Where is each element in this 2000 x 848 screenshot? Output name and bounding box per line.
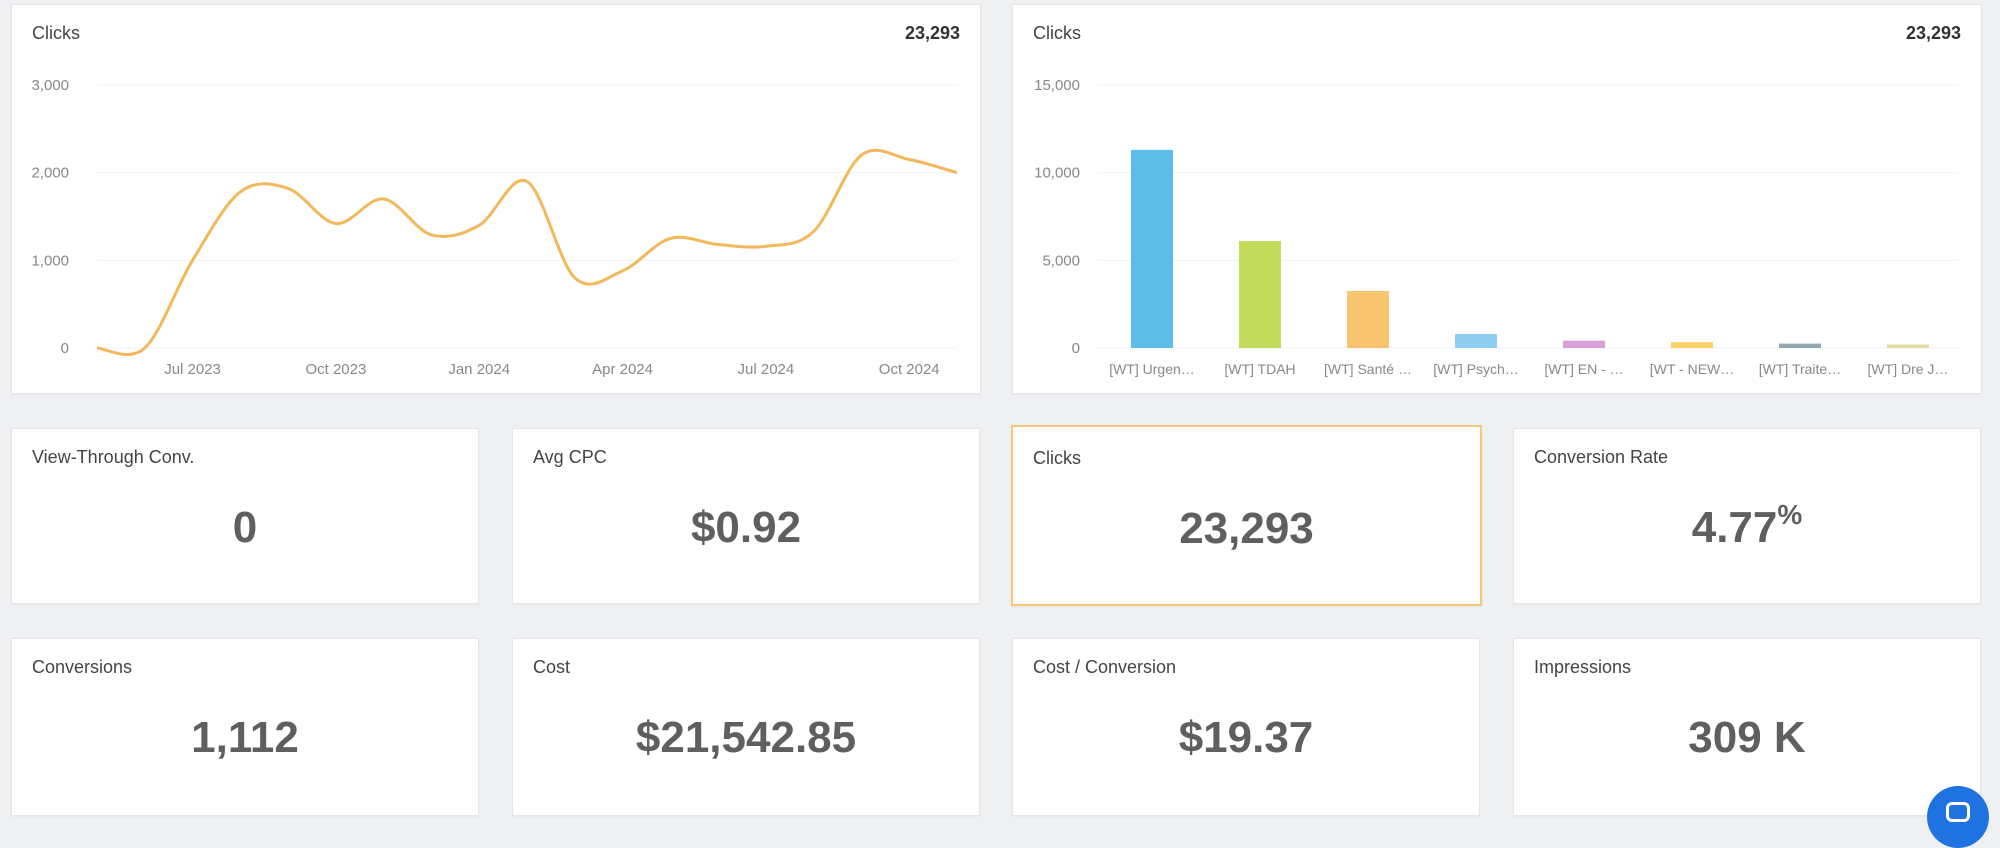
metric-card-impressions[interactable]: Impressions 309 K bbox=[1513, 638, 1981, 816]
bar-chart-y-tick: 10,000 bbox=[1034, 165, 1080, 182]
metric-value: $21,542.85 bbox=[635, 713, 857, 762]
metric-card-conversions[interactable]: Conversions 1,112 bbox=[11, 638, 479, 816]
bar-chart-bar bbox=[1455, 333, 1497, 348]
bar-chart-x-tick: [WT - NEW… bbox=[1650, 361, 1735, 377]
bar-chart-y-tick: 5,000 bbox=[1042, 252, 1080, 269]
bar-chart-bar bbox=[1563, 340, 1605, 348]
metric-card-cost-per-conversion[interactable]: Cost / Conversion $19.37 bbox=[1012, 638, 1480, 816]
line-chart-x-tick: Oct 2024 bbox=[879, 361, 940, 378]
bar-chart-y-tick: 0 bbox=[1072, 340, 1080, 357]
line-chart-x-tick: Jul 2023 bbox=[164, 361, 221, 378]
chat-launcher-button[interactable] bbox=[1927, 786, 1989, 848]
bar-chart-x-tick: [WT] Dre J… bbox=[1868, 361, 1949, 377]
metric-card-conversion-rate[interactable]: Conversion Rate 4.77% bbox=[1513, 428, 1981, 604]
metric-value: $19.37 bbox=[1178, 713, 1314, 762]
line-chart-x-tick: Jul 2024 bbox=[738, 361, 795, 378]
line-chart-y-tick: 2,000 bbox=[31, 165, 69, 182]
bar-chart-bar bbox=[1131, 149, 1173, 348]
metric-value: $0.92 bbox=[690, 503, 802, 552]
bar-chart-x-tick: [WT] EN - … bbox=[1544, 361, 1623, 377]
bar-chart-y-tick: 15,000 bbox=[1034, 77, 1080, 94]
metric-value: 0 bbox=[232, 503, 258, 552]
bar-chart-bar bbox=[1779, 343, 1821, 348]
line-chart-total: 23,293 bbox=[904, 23, 960, 43]
metric-value: 1,112 bbox=[191, 713, 299, 762]
line-chart-y-tick: 1,000 bbox=[31, 252, 69, 269]
line-chart: 0 1,000 2,000 3,000 Jul 2023 Oct 2023 Jan 2024… bbox=[31, 77, 958, 378]
metric-label: Impressions bbox=[1534, 657, 1632, 677]
metric-value: 4.77% bbox=[1514, 499, 1980, 553]
bar-chart: 0 5,000 10,000 15,000 [WT] Urgen… [WT] TDAH [W… bbox=[1034, 77, 1958, 377]
bar-chart-x-tick: [WT] TDAH bbox=[1224, 361, 1295, 377]
bar-chart-bar bbox=[1239, 241, 1281, 348]
bar-chart-title: Clicks bbox=[1033, 23, 1081, 43]
metric-value-number: 4.77 bbox=[1691, 503, 1778, 552]
bar-chart-total: 23,293 bbox=[1905, 23, 1961, 43]
bar-chart-x-tick: [WT] Psych… bbox=[1433, 361, 1519, 377]
line-chart-card[interactable]: Clicks 23,293 0 1,000 2,000 3,000 Jul 2023 Oc… bbox=[11, 4, 981, 394]
metric-card-view-through-conv[interactable]: View-Through Conv. 0 bbox=[11, 428, 479, 604]
line-chart-series-line bbox=[96, 148, 958, 356]
bar-chart-x-tick: [WT] Urgen… bbox=[1109, 361, 1195, 377]
line-chart-y-tick: 0 bbox=[61, 340, 69, 357]
metric-value: 23,293 bbox=[1179, 504, 1314, 553]
bar-chart-x-tick: [WT] Santé … bbox=[1324, 361, 1412, 377]
line-chart-x-tick: Oct 2023 bbox=[305, 361, 366, 378]
bar-chart-card[interactable]: Clicks 23,293 0 5,000 10,000 15,000 [WT] Urg… bbox=[1012, 4, 1982, 394]
metric-label: View-Through Conv. bbox=[32, 447, 195, 467]
metric-label: Clicks bbox=[1033, 448, 1081, 468]
metric-card-cost[interactable]: Cost $21,542.85 bbox=[512, 638, 980, 816]
bar-chart-bar bbox=[1347, 291, 1389, 348]
bar-chart-bar bbox=[1887, 344, 1929, 348]
metric-card-avg-cpc[interactable]: Avg CPC $0.92 bbox=[512, 428, 980, 604]
line-chart-y-tick: 3,000 bbox=[31, 77, 69, 94]
metric-label: Conversion Rate bbox=[1534, 447, 1669, 467]
metric-value-suffix: % bbox=[1777, 499, 1803, 530]
chat-icon bbox=[1946, 802, 1970, 822]
metric-label: Avg CPC bbox=[533, 447, 607, 467]
line-chart-title: Clicks bbox=[32, 23, 80, 43]
metric-label: Conversions bbox=[32, 657, 133, 677]
line-chart-x-tick: Jan 2024 bbox=[448, 361, 510, 378]
bar-chart-x-tick: [WT] Traite… bbox=[1759, 361, 1841, 377]
metric-label: Cost / Conversion bbox=[1033, 657, 1177, 677]
metric-card-clicks[interactable]: Clicks 23,293 bbox=[1011, 425, 1482, 606]
line-chart-x-tick: Apr 2024 bbox=[592, 361, 653, 378]
metric-value: 309 K bbox=[1688, 713, 1806, 762]
metric-label: Cost bbox=[533, 657, 571, 677]
bar-chart-bar bbox=[1671, 342, 1713, 348]
